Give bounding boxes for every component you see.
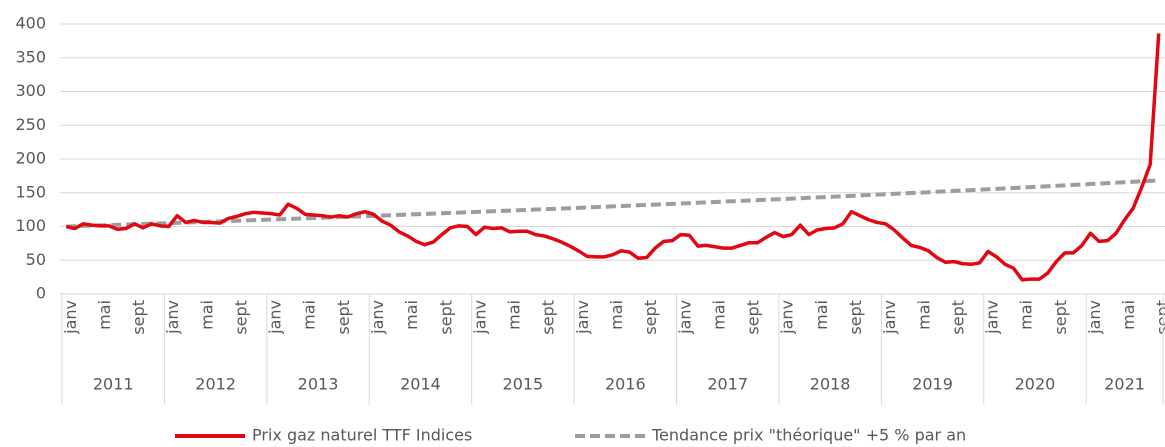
x-tick-label: sept: [948, 300, 967, 335]
year-label: 2015: [503, 375, 544, 394]
y-tick-label: 200: [15, 149, 46, 168]
y-tick-label: 50: [26, 250, 46, 269]
x-tick-label: janv: [675, 300, 694, 335]
x-tick-label: janv: [61, 300, 80, 335]
year-label: 2016: [605, 375, 646, 394]
x-tick-label: mai: [1017, 300, 1036, 330]
y-tick-label: 300: [15, 81, 46, 100]
legend-label: Tendance prix "théorique" +5 % par an: [651, 426, 966, 445]
x-tick-label: sept: [846, 300, 865, 335]
y-tick-label: 350: [15, 47, 46, 66]
x-tick-label: janv: [573, 300, 592, 335]
x-tick-label: mai: [1119, 300, 1138, 330]
x-tick-label: janv: [983, 300, 1002, 335]
x-tick-label: sept: [231, 300, 250, 335]
y-tick-label: 100: [15, 216, 46, 235]
x-tick-label: mai: [402, 300, 421, 330]
x-tick-label: mai: [914, 300, 933, 330]
x-tick-label: mai: [812, 300, 831, 330]
year-label: 2017: [707, 375, 748, 394]
x-tick-label: janv: [368, 300, 387, 335]
x-tick-label: sept: [129, 300, 148, 335]
year-label: 2012: [195, 375, 236, 394]
series-line: [66, 178, 1159, 229]
y-tick-label: 0: [36, 284, 46, 303]
x-tick-label: mai: [300, 300, 319, 330]
legend-label: Prix gaz naturel TTF Indices: [252, 426, 472, 445]
y-tick-label: 150: [15, 182, 46, 201]
y-tick-label: 400: [15, 14, 46, 33]
x-tick-label: sept: [1051, 300, 1070, 335]
x-tick-label: sept: [641, 300, 660, 335]
x-tick-label: sept: [539, 300, 558, 335]
x-tick-label: janv: [163, 300, 182, 335]
x-tick-label: janv: [470, 300, 489, 335]
year-label: 2014: [400, 375, 441, 394]
x-tick-label: sept: [1153, 300, 1165, 335]
year-label: 2020: [1015, 375, 1056, 394]
year-label: 2018: [810, 375, 851, 394]
x-tick-label: mai: [607, 300, 626, 330]
x-tick-label: mai: [95, 300, 114, 330]
year-label: 2011: [93, 375, 134, 394]
y-tick-label: 250: [15, 115, 46, 134]
x-tick-label: janv: [778, 300, 797, 335]
x-tick-label: mai: [505, 300, 524, 330]
year-label: 2021: [1104, 375, 1145, 394]
x-tick-label: sept: [744, 300, 763, 335]
series-line: [65, 33, 1161, 282]
x-tick-label: sept: [334, 300, 353, 335]
x-tick-label: janv: [880, 300, 899, 335]
x-tick-label: mai: [709, 300, 728, 330]
x-tick-label: mai: [197, 300, 216, 330]
x-tick-label: janv: [1085, 300, 1104, 335]
x-tick-label: janv: [266, 300, 285, 335]
year-label: 2019: [912, 375, 953, 394]
x-tick-label: sept: [436, 300, 455, 335]
year-label: 2013: [298, 375, 339, 394]
